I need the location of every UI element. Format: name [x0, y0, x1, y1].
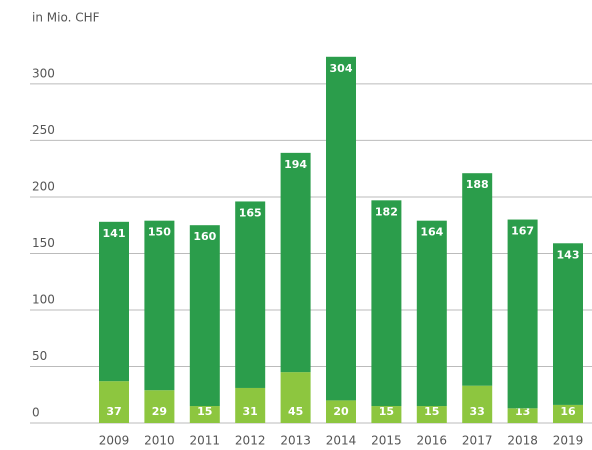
bar-segment	[235, 201, 266, 388]
y-tick-label: 50	[32, 349, 47, 363]
bar-segment	[371, 200, 402, 407]
bar-segment	[280, 372, 311, 423]
value-label: 194	[284, 158, 307, 171]
value-label: 29	[152, 405, 167, 418]
value-label: 188	[466, 178, 489, 191]
value-label: 150	[148, 226, 171, 239]
x-tick-label: 2010	[144, 434, 175, 448]
x-tick-label: 2012	[235, 434, 266, 448]
bar-segment	[326, 400, 356, 423]
x-tick-label: 2009	[99, 434, 130, 448]
bar-segment	[507, 408, 538, 423]
value-label: 15	[197, 405, 212, 418]
y-tick-label: 200	[32, 179, 55, 193]
x-tick-label: 2018	[507, 434, 538, 448]
x-tick-label: 2017	[462, 434, 493, 448]
value-label: 31	[243, 405, 258, 418]
value-label: 304	[330, 62, 353, 75]
y-tick-label: 300	[32, 66, 55, 80]
bar-segment	[280, 152, 311, 373]
value-label: 165	[239, 206, 262, 219]
y-tick-label: 100	[32, 292, 55, 306]
value-label: 143	[557, 248, 580, 261]
bar-segment	[326, 56, 356, 401]
bar-segment	[462, 173, 493, 386]
bar-segment	[416, 406, 447, 423]
bar-segment	[416, 220, 447, 407]
value-label: 20	[333, 405, 349, 418]
y-tick-label: 0	[32, 406, 40, 420]
value-label: 182	[375, 205, 398, 218]
bar-segment	[189, 406, 220, 423]
value-label: 33	[470, 405, 485, 418]
bar-segment	[235, 387, 266, 423]
x-tick-label: 2015	[371, 434, 402, 448]
y-tick-label: 250	[32, 123, 55, 137]
x-tick-label: 2014	[326, 434, 357, 448]
value-label: 164	[420, 226, 443, 239]
value-label: 167	[511, 225, 534, 238]
bar-segment	[553, 243, 583, 405]
bar-segment	[99, 221, 129, 382]
bar-segment	[371, 406, 402, 423]
value-label: 15	[379, 405, 394, 418]
x-tick-label: 2019	[553, 434, 584, 448]
value-label: 141	[103, 227, 126, 240]
x-tick-label: 2011	[190, 434, 221, 448]
value-label: 16	[560, 405, 576, 418]
bar-segment	[144, 220, 175, 391]
bar-segment	[144, 390, 175, 423]
y-axis-label: in Mio. CHF	[32, 11, 100, 25]
y-tick-label: 150	[32, 236, 55, 250]
bar-segment	[462, 385, 493, 423]
value-label: 160	[193, 230, 216, 243]
value-label: 45	[288, 405, 303, 418]
value-label: 15	[424, 405, 439, 418]
bar-segment	[507, 219, 538, 409]
x-tick-label: 2013	[280, 434, 311, 448]
value-label: 37	[106, 405, 121, 418]
bar-segment	[99, 381, 129, 423]
bar-segment	[553, 404, 583, 423]
x-tick-label: 2016	[417, 434, 448, 448]
bar-segment	[189, 225, 220, 407]
